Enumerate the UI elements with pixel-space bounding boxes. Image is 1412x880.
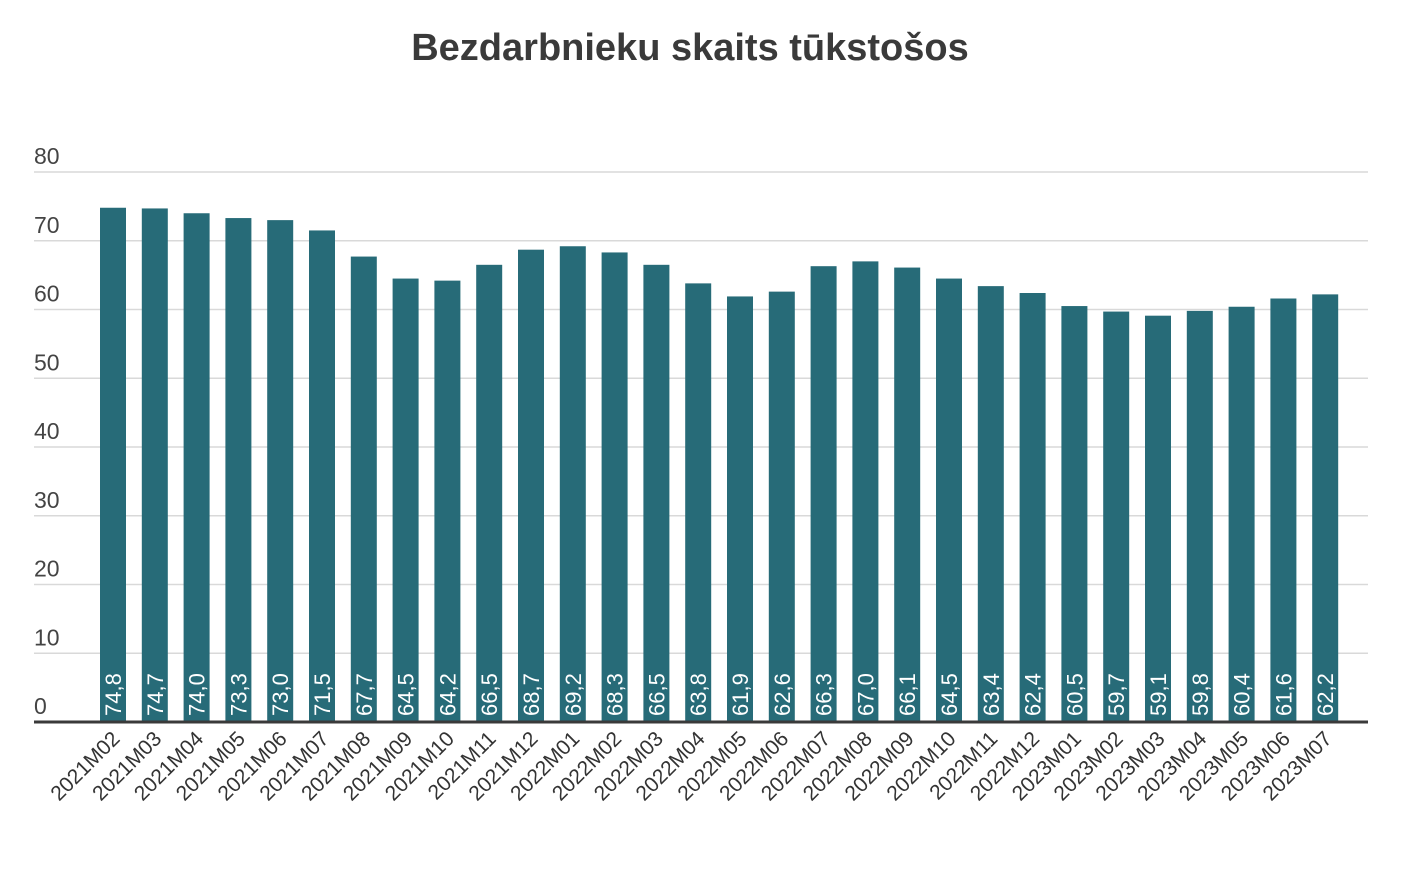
data-label: 62,2	[1313, 673, 1338, 716]
bar	[309, 230, 335, 722]
bar	[518, 249, 544, 722]
data-label: 63,4	[979, 673, 1004, 716]
y-tick-label: 20	[34, 556, 60, 582]
data-label: 60,4	[1230, 673, 1255, 716]
data-label: 59,8	[1188, 673, 1213, 716]
data-label: 64,5	[394, 673, 419, 716]
y-tick-label: 40	[34, 418, 60, 444]
bar	[1019, 293, 1046, 722]
bar	[685, 283, 712, 722]
bar	[601, 252, 628, 722]
bar	[392, 278, 419, 722]
bar	[350, 256, 377, 722]
bar	[1061, 306, 1088, 722]
bar	[1270, 298, 1297, 722]
data-label: 60,5	[1062, 673, 1087, 716]
data-label: 67,0	[853, 673, 878, 716]
y-tick-label: 60	[34, 281, 60, 307]
bar	[1228, 306, 1255, 722]
y-tick-label: 80	[34, 143, 60, 169]
bars	[100, 207, 1339, 722]
bar	[727, 296, 753, 722]
bar	[476, 264, 503, 722]
data-label: 73,3	[226, 673, 251, 716]
data-label: 66,1	[895, 673, 920, 716]
data-labels: 74,8 74,7 74,0 73,3 73,0 71,5 67,7 64,5 64,2 66,5…	[101, 673, 1338, 716]
bar	[141, 208, 168, 722]
bar	[643, 264, 670, 722]
y-tick-label: 70	[34, 212, 60, 238]
data-label: 62,6	[770, 673, 795, 716]
data-label: 71,5	[310, 673, 335, 716]
chart-title: Bezdarbnieku skaits tūkstošos	[411, 27, 969, 69]
data-label: 69,2	[561, 673, 586, 716]
data-label: 74,7	[143, 673, 168, 716]
bar	[1145, 315, 1171, 722]
data-label: 67,7	[352, 673, 377, 716]
bar	[1186, 310, 1213, 722]
y-tick-label: 0	[34, 693, 47, 719]
bar	[183, 213, 210, 722]
bar	[225, 218, 252, 722]
data-label: 61,9	[728, 673, 753, 716]
y-tick-label: 30	[34, 487, 60, 513]
bar	[810, 266, 837, 722]
bar	[936, 278, 962, 722]
y-tick-label: 10	[34, 624, 60, 650]
data-label: 66,5	[644, 673, 669, 716]
data-label: 59,1	[1146, 673, 1171, 716]
data-label: 73,0	[268, 673, 293, 716]
bar	[768, 291, 795, 722]
data-label: 68,3	[603, 673, 628, 716]
data-label: 68,7	[519, 673, 544, 716]
bar	[1103, 311, 1130, 722]
data-label: 64,2	[435, 673, 460, 716]
data-label: 66,3	[812, 673, 837, 716]
data-label: 63,8	[686, 673, 711, 716]
bar	[100, 207, 126, 722]
data-label: 66,5	[477, 673, 502, 716]
y-axis-ticks: 0 10 20 30 40 50 60 70 80	[34, 143, 60, 719]
bar	[434, 280, 461, 722]
data-label: 59,7	[1104, 673, 1129, 716]
data-label: 62,4	[1021, 673, 1046, 716]
bar	[852, 261, 879, 722]
data-label: 74,8	[101, 673, 126, 716]
x-axis-ticks: 2021M022021M032021M042021M052021M062021M…	[46, 727, 1336, 805]
y-tick-label: 50	[34, 349, 60, 375]
data-label: 74,0	[185, 673, 210, 716]
bar	[1312, 294, 1339, 722]
bar	[977, 286, 1004, 722]
bar	[894, 267, 921, 722]
bar	[559, 246, 586, 722]
data-label: 64,5	[937, 673, 962, 716]
bar	[267, 220, 294, 722]
data-label: 61,6	[1271, 673, 1296, 716]
